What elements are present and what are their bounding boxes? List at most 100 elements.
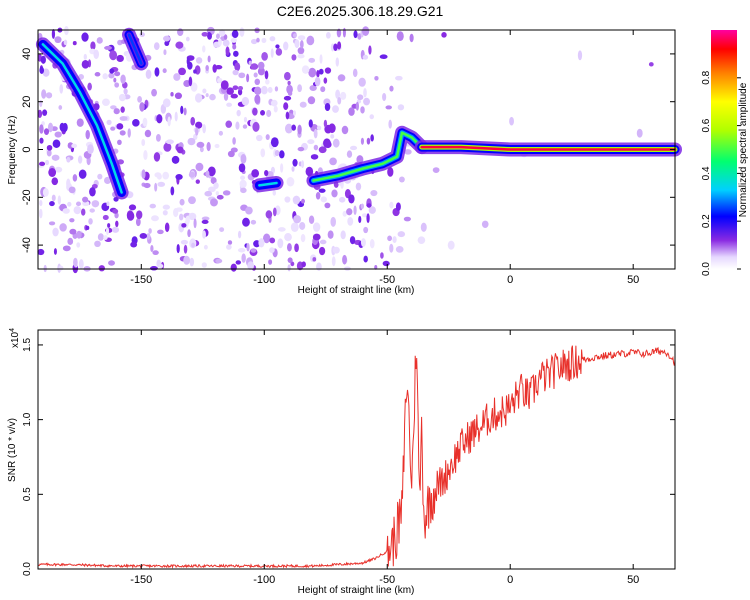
spectrogram-x-tick-label: -150 [130, 274, 152, 286]
spectrogram-noise-speck [130, 241, 138, 248]
spectrogram-noise-speck [183, 244, 188, 254]
spectrogram-noise-speck [274, 150, 280, 157]
spectrogram-noise-speck [109, 68, 115, 74]
spectrogram-noise-speck [167, 116, 171, 127]
spectrogram-noise-speck [39, 66, 45, 74]
spectrogram-noise-speck [342, 254, 347, 265]
spectrogram-noise-speck [301, 198, 305, 204]
spectrogram-y-axis-label: Frequency (Hz) [7, 116, 18, 185]
spectrogram-noise-speck [222, 190, 231, 196]
spectrogram-noise-speck [225, 46, 230, 56]
spectrogram-noise-speck [137, 96, 142, 103]
spectrogram-panel: -150 -100 -50 0 50 -40 -20 0 20 40 Height of str… [7, 25, 682, 296]
spectrogram-noise-speck [356, 155, 364, 164]
spectrogram-noise-speck [181, 223, 187, 228]
spectrogram-noise-speck [63, 39, 68, 46]
spectrogram-noise-speck [293, 215, 302, 224]
spectrogram-noise-speck [175, 173, 183, 180]
spectrogram-noise-speck [76, 242, 81, 248]
spectrogram-noise-speck [187, 137, 196, 146]
spectrogram-noise-speck [294, 39, 300, 49]
spectrogram-noise-speck [173, 208, 179, 218]
spectrogram-noise-speck [195, 121, 203, 129]
spectrogram-noise-speck [331, 256, 336, 267]
spectrogram-noise-speck [399, 176, 405, 183]
spectrogram-noise-speck [275, 44, 280, 49]
spectrogram-noise-speck [327, 230, 334, 239]
spectrogram-noise-speck [385, 105, 392, 110]
spectrogram-noise-speck [109, 50, 118, 61]
spectrogram-noise-speck [104, 45, 112, 50]
spectrogram-noise-speck [157, 229, 164, 235]
spectrogram-noise-speck [360, 203, 364, 210]
spectrogram-noise-speck [395, 202, 401, 212]
spectrogram-noise-speck [210, 198, 218, 207]
colorbar-tick-label: 0.4 [701, 166, 712, 180]
spectrogram-noise-speck [315, 191, 321, 200]
spectrogram-noise-speck [145, 69, 152, 80]
spectrogram-noise-speck [338, 196, 346, 203]
spectrogram-noise-speck [319, 54, 323, 64]
spectrogram-noise-speck [39, 208, 43, 219]
spectrogram-noise-speck [256, 37, 260, 43]
spectrogram-noise-speck [215, 258, 223, 264]
spectrogram-noise-speck [174, 111, 178, 122]
spectrogram-noise-speck [163, 49, 167, 56]
spectrogram-noise-speck [216, 194, 224, 200]
spectrogram-noise-speck [39, 200, 43, 207]
spectrogram-noise-speck [577, 50, 583, 61]
colorbar-label: Normalized spectral amplitude [738, 82, 749, 217]
spectrogram-noise-speck [180, 105, 184, 115]
spectrogram-noise-speck [265, 134, 270, 140]
snr-y-tick-label: 0.5 [22, 487, 33, 501]
spectrogram-noise-speck [37, 248, 45, 256]
spectrogram-noise-speck [335, 57, 340, 67]
spectrogram-noise-speck [188, 171, 196, 178]
spectrogram-noise-speck [139, 233, 148, 239]
spectrogram-noise-speck [324, 102, 331, 112]
spectrogram-noise-speck [395, 75, 403, 81]
spectrogram-noise-speck [185, 36, 190, 42]
spectrogram-noise-speck [113, 108, 120, 115]
spectrogram-noise-speck [218, 38, 222, 46]
spectrogram-noise-speck [337, 74, 346, 82]
spectrogram-noise-speck [162, 98, 171, 108]
spectrogram-noise-speck [58, 105, 63, 110]
spectrogram-noise-speck [270, 48, 274, 58]
spectrogram-noise-speck [366, 213, 370, 224]
spectrogram-noise-speck [332, 138, 340, 148]
spectrogram-noise-speck [115, 220, 119, 228]
spectrogram-noise-speck [270, 137, 279, 148]
spectrogram-noise-speck [353, 205, 357, 215]
spectrogram-noise-speck [39, 137, 44, 144]
ridge-0 [41, 43, 123, 194]
spectrogram-noise-speck [170, 186, 175, 196]
spectrogram-noise-speck [193, 69, 197, 74]
spectrogram-noise-speck [78, 74, 85, 80]
spectrogram-noise-speck [369, 239, 375, 249]
spectrogram-noise-speck [235, 260, 242, 265]
snr-multiplier-label: x104 [9, 328, 21, 348]
spectrogram-noise-speck [301, 261, 306, 268]
spectrogram-noise-speck [73, 206, 82, 215]
spectrogram-noise-speck [246, 242, 250, 252]
spectrogram-noise-speck [290, 222, 299, 232]
spectrogram-noise-speck [205, 93, 209, 98]
spectrogram-noise-speck [188, 212, 197, 221]
spectrogram-noise-speck [189, 257, 195, 267]
spectrogram-noise-speck [46, 144, 53, 151]
spectrogram-noise-speck [272, 207, 277, 217]
spectrogram-noise-speck [114, 71, 121, 77]
spectrogram-noise-speck [297, 124, 302, 135]
spectrogram-noise-speck [47, 122, 54, 133]
spectrogram-noise-speck [72, 41, 77, 46]
spectrogram-noise-speck [171, 155, 180, 164]
spectrogram-noise-speck [199, 146, 204, 153]
spectrogram-noise-speck [41, 89, 47, 99]
spectrogram-noise-speck [389, 85, 394, 92]
spectrogram-noise-speck [77, 155, 83, 164]
spectrogram-noise-speck [355, 182, 362, 191]
spectrogram-noise-speck [237, 230, 242, 239]
spectrogram-noise-speck [94, 240, 101, 248]
spectrogram-noise-speck [265, 79, 270, 85]
